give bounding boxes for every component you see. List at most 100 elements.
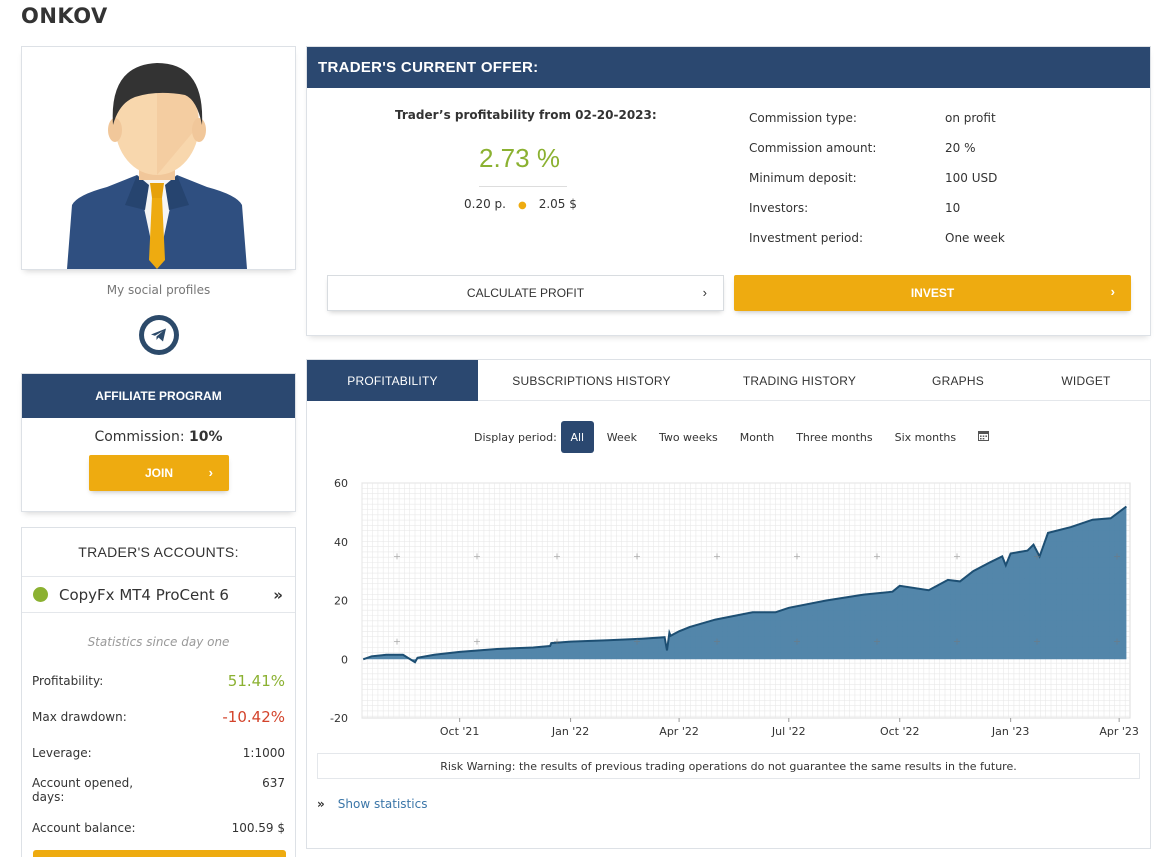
- offer-row-commission-type: Commission type: on profit: [749, 111, 996, 125]
- y-tick-label: 40: [334, 536, 348, 549]
- period-three-months[interactable]: Three months: [796, 430, 873, 444]
- chevron-right-icon: ›: [1110, 284, 1115, 299]
- calculate-profit-button[interactable]: CALCULATE PROFIT ›: [327, 275, 724, 311]
- x-tick-label: Oct '21: [440, 725, 480, 737]
- trader-avatar: [67, 63, 247, 269]
- profitability-chart: 60 40 20 0 -20 Oct '21 Jan '22 Apr '22 Jul '22 Oc…: [317, 472, 1142, 741]
- stat-value: 100.59 $: [231, 821, 285, 835]
- affiliate-commission-value: 10%: [189, 429, 223, 445]
- stat-value: -10.42%: [222, 708, 285, 726]
- telegram-icon[interactable]: [139, 315, 179, 355]
- offer-points: 0.20 p.: [464, 197, 506, 211]
- display-period-selector: Display period: All Week Two weeks Month…: [474, 421, 1011, 453]
- account-status-icon: [33, 587, 48, 602]
- social-profiles-label: My social profiles: [106, 283, 211, 297]
- x-tick-label: Apr '23: [1099, 725, 1139, 737]
- stat-label: Profitability:: [32, 674, 104, 688]
- tab-bar: PROFITABILITY SUBSCRIPTIONS HISTORY TRAD…: [307, 360, 1150, 401]
- offer-row-label: Investment period:: [749, 231, 864, 245]
- stat-value: 1:1000: [242, 746, 285, 760]
- tab-profitability[interactable]: PROFITABILITY: [307, 360, 478, 401]
- period-week[interactable]: Week: [606, 430, 637, 444]
- tab-widget[interactable]: WIDGET: [1061, 373, 1111, 388]
- watermark-marks: [394, 553, 1120, 645]
- affiliate-title: AFFILIATE PROGRAM: [22, 374, 295, 418]
- chevron-right-icon: ›: [208, 465, 213, 480]
- affiliate-commission: Commission: 10%: [22, 429, 295, 445]
- account-action-button[interactable]: [33, 850, 286, 857]
- offer-row-value: 10: [945, 201, 961, 215]
- trader-accounts-card: TRADER'S ACCOUNTS: CopyFx MT4 ProCent 6 …: [21, 527, 296, 857]
- stat-account-balance: Account balance: 100.59 $: [32, 821, 285, 835]
- x-tick-label: Oct '22: [880, 725, 920, 737]
- dot-separator: ●: [517, 200, 527, 211]
- double-chevron-right-icon: »: [317, 797, 325, 811]
- x-tick-label: Jan '22: [551, 725, 589, 737]
- statistics-card: PROFITABILITY SUBSCRIPTIONS HISTORY TRAD…: [306, 359, 1151, 849]
- period-all[interactable]: All: [560, 421, 594, 453]
- divider: [479, 186, 567, 187]
- offer-row-label: Commission type:: [749, 111, 857, 125]
- stat-label: Account balance:: [32, 821, 136, 835]
- invest-button[interactable]: INVEST ›: [734, 275, 1131, 311]
- offer-row-investors: Investors: 10: [749, 201, 960, 215]
- y-tick-label: -20: [330, 712, 348, 725]
- stat-label: Max drawdown:: [32, 710, 127, 724]
- offer-profit-details: 0.20 p. ● 2.05 $: [464, 197, 577, 211]
- offer-row-label: Minimum deposit:: [749, 171, 857, 185]
- double-chevron-right-icon[interactable]: »: [273, 586, 283, 604]
- x-tick-label: Jul '22: [771, 725, 806, 737]
- y-tick-label: 60: [334, 477, 348, 490]
- stats-since-label: Statistics since day one: [87, 635, 230, 649]
- offer-row-label: Commission amount:: [749, 141, 877, 155]
- tab-subscriptions-history[interactable]: SUBSCRIPTIONS HISTORY: [512, 373, 671, 388]
- x-tick-label: Jan '23: [991, 725, 1029, 737]
- calculate-profit-label: CALCULATE PROFIT: [466, 286, 585, 300]
- y-tick-label: 20: [334, 595, 348, 608]
- stat-leverage: Leverage: 1:1000: [32, 746, 285, 760]
- show-statistics-link[interactable]: » Show statistics: [317, 797, 427, 811]
- profitability-chart-svg: 60 40 20 0 -20 Oct '21 Jan '22 Apr '22 Jul '22 Oc…: [330, 477, 1139, 738]
- offer-profitability-value: 2.73 %: [479, 143, 560, 173]
- risk-warning: Risk Warning: the results of previous tr…: [317, 753, 1140, 779]
- series-line: [362, 505, 1128, 664]
- account-name: CopyFx MT4 ProCent 6: [59, 585, 229, 604]
- series-area: [363, 506, 1127, 663]
- affiliate-commission-label: Commission:: [94, 429, 185, 445]
- offer-row-value: 100 USD: [945, 171, 998, 185]
- offer-row-value: 20 %: [945, 141, 976, 155]
- offer-usd: 2.05 $: [538, 197, 577, 211]
- calendar-icon[interactable]: [978, 430, 990, 444]
- accounts-title: TRADER'S ACCOUNTS:: [22, 528, 295, 577]
- stat-label-line2: days:: [32, 790, 65, 804]
- account-row[interactable]: CopyFx MT4 ProCent 6 »: [22, 577, 295, 613]
- period-two-weeks[interactable]: Two weeks: [658, 430, 718, 444]
- stat-value: 51.41%: [227, 672, 285, 690]
- offer-profitability-label: Trader’s profitability from 02-20-2023:: [395, 108, 657, 122]
- chevron-right-icon: ›: [702, 285, 707, 300]
- trader-avatar-card: [21, 46, 296, 270]
- stat-value: 637: [262, 776, 285, 790]
- offer-row-commission-amount: Commission amount: 20 %: [749, 141, 976, 155]
- x-tick-label: Apr '22: [659, 725, 699, 737]
- invest-label: INVEST: [910, 286, 955, 300]
- tab-graphs[interactable]: GRAPHS: [932, 373, 984, 388]
- stat-label: Leverage:: [32, 746, 92, 760]
- display-period-label: Display period:: [474, 430, 557, 444]
- join-button[interactable]: JOIN ›: [89, 455, 229, 491]
- offer-row-value: on profit: [945, 111, 996, 125]
- offer-row-value: One week: [945, 231, 1005, 245]
- affiliate-program-card: AFFILIATE PROGRAM Commission: 10% JOIN ›: [21, 373, 296, 512]
- period-six-months[interactable]: Six months: [894, 430, 957, 444]
- stat-label: Account opened,: [32, 776, 134, 790]
- show-statistics-label: Show statistics: [337, 797, 428, 811]
- tab-trading-history[interactable]: TRADING HISTORY: [742, 373, 857, 388]
- stat-profitability: Profitability: 51.41%: [32, 672, 285, 690]
- offer-title: TRADER'S CURRENT OFFER:: [307, 47, 1150, 88]
- period-month[interactable]: Month: [739, 430, 775, 444]
- y-tick-label: 0: [341, 653, 348, 666]
- stat-max-drawdown: Max drawdown: -10.42%: [32, 708, 285, 726]
- offer-row-label: Investors:: [749, 201, 809, 215]
- trader-offer-card: TRADER'S CURRENT OFFER: Trader’s profita…: [306, 46, 1151, 336]
- offer-row-minimum-deposit: Minimum deposit: 100 USD: [749, 171, 997, 185]
